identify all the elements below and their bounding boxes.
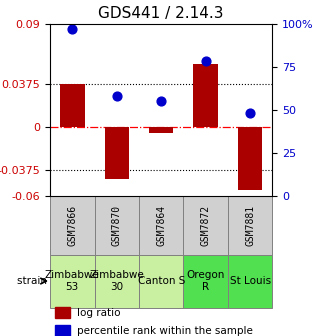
FancyBboxPatch shape <box>95 255 139 308</box>
FancyBboxPatch shape <box>139 196 183 255</box>
Text: GSM7881: GSM7881 <box>245 205 255 246</box>
Bar <box>238 127 262 190</box>
FancyBboxPatch shape <box>228 255 272 308</box>
Text: GSM7870: GSM7870 <box>112 205 122 246</box>
Text: GSM7866: GSM7866 <box>67 205 77 246</box>
FancyBboxPatch shape <box>183 255 228 308</box>
FancyBboxPatch shape <box>139 255 183 308</box>
Text: log ratio: log ratio <box>77 307 120 318</box>
Text: Canton S: Canton S <box>137 276 185 286</box>
Bar <box>193 64 218 127</box>
Bar <box>60 84 85 127</box>
Text: St Louis: St Louis <box>229 276 271 286</box>
Bar <box>54 307 70 318</box>
Text: strain: strain <box>17 276 50 286</box>
Bar <box>54 326 70 336</box>
FancyBboxPatch shape <box>95 196 139 255</box>
Text: GSM7872: GSM7872 <box>201 205 211 246</box>
FancyBboxPatch shape <box>50 255 95 308</box>
FancyBboxPatch shape <box>183 196 228 255</box>
Title: GDS441 / 2.14.3: GDS441 / 2.14.3 <box>99 6 224 21</box>
FancyBboxPatch shape <box>228 196 272 255</box>
Point <box>248 111 253 116</box>
Text: Oregon
R: Oregon R <box>187 270 225 292</box>
Text: Zimbabwe
30: Zimbabwe 30 <box>90 270 144 292</box>
Bar <box>105 127 129 179</box>
Point <box>114 93 119 99</box>
Point <box>70 26 75 31</box>
Text: percentile rank within the sample: percentile rank within the sample <box>77 326 253 336</box>
Text: GSM7864: GSM7864 <box>156 205 166 246</box>
Text: Zimbabwe
53: Zimbabwe 53 <box>45 270 100 292</box>
Bar <box>149 127 173 133</box>
Point <box>159 98 164 104</box>
Point <box>203 59 208 64</box>
FancyBboxPatch shape <box>50 196 95 255</box>
